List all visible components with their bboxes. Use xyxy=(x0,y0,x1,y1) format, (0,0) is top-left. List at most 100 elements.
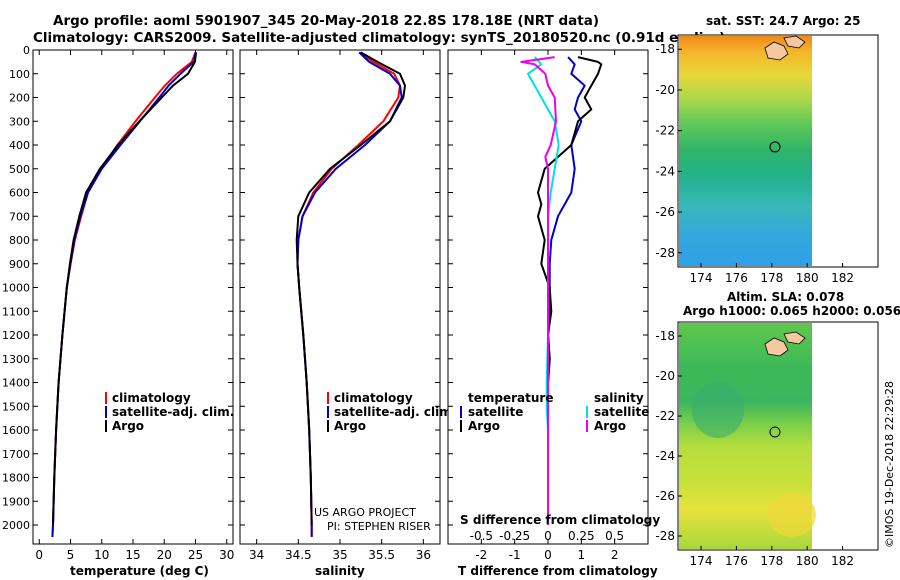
depth-tick-label: 400 xyxy=(9,139,30,152)
legend-label-satellite-adj: satellite-adj. clim. xyxy=(112,405,234,419)
sla-map-title: Altim. SLA: 0.078 xyxy=(727,290,844,304)
lat-tick-label: -22 xyxy=(655,409,675,423)
difference-depth-ticks xyxy=(448,49,648,526)
s-difference-tick-label: 0.5 xyxy=(605,529,624,543)
difference-legend: temperature satellite Argo salinity sate… xyxy=(460,391,649,433)
s-difference-tick-label: -0.5 xyxy=(470,529,493,543)
depth-tick-label: 600 xyxy=(9,187,30,200)
depth-tick-label: 1700 xyxy=(2,448,30,461)
x-tick-label: 10 xyxy=(94,548,109,562)
legend-label-sal-satellite: satellite xyxy=(594,405,649,419)
series-line-salinity-argo xyxy=(520,56,557,525)
lon-tick-label: 174 xyxy=(690,271,713,285)
depth-tick-label: 500 xyxy=(9,163,30,176)
x-tick-label: 1 xyxy=(578,548,586,562)
salinity-profile-lines xyxy=(295,51,406,537)
series-line-argo xyxy=(52,52,198,526)
figure-title-line2: Climatology: CARS2009. Satellite-adjuste… xyxy=(33,30,725,46)
x-tick-label: 0 xyxy=(544,548,552,562)
sla-map-lat-ticks: -18 -20 -22 -24 -26 -28 xyxy=(655,329,682,543)
temperature-axis-label: temperature (deg C) xyxy=(70,564,209,578)
legend-label-satellite-adj: satellite-adj. clim. xyxy=(334,405,456,419)
lat-tick-label: -20 xyxy=(655,83,675,97)
depth-tick-label: 900 xyxy=(9,258,30,271)
lat-tick-label: -26 xyxy=(655,489,675,503)
series-line-argo xyxy=(295,51,406,526)
depth-tick-label: 1500 xyxy=(2,400,30,413)
sla-map-panel: Altim. SLA: 0.078 Argo h1000: 0.065 h200… xyxy=(655,290,900,568)
depth-tick-label: 1100 xyxy=(2,305,30,318)
sst-map-panel: sat. SST: 24.7 Argo: 25 174 176 178 180 182 … xyxy=(655,14,879,285)
x-tick-label: 15 xyxy=(125,548,140,562)
sst-map-fiji-land xyxy=(764,35,806,61)
timestamp-label: ©IMOS 19-Dec-2018 22:29:28 xyxy=(883,381,896,548)
legend-label-argo: Argo xyxy=(334,419,366,433)
sst-map-field xyxy=(679,36,812,266)
s-difference-axis-label: S difference from climatology xyxy=(460,513,660,527)
x-tick-label: 0 xyxy=(35,548,43,562)
sla-map-subtitle: Argo h1000: 0.065 h2000: 0.056 xyxy=(683,304,900,318)
sst-map-argo-marker xyxy=(769,141,781,153)
s-difference-tick-label: 0 xyxy=(544,529,552,543)
salinity-panel: 34 34.5 35 35.5 36 salinity climatology sate… xyxy=(239,49,456,578)
depth-axis-ticks: 0 100 200 300 400 500 600 700 800 900 1000 1100 1200… xyxy=(2,44,233,532)
x-tick-label: 34.5 xyxy=(285,548,312,562)
x-tick-label: 34 xyxy=(249,548,264,562)
salinity-legend: climatology satellite-adj. clim. Argo xyxy=(327,391,456,433)
x-tick-label: 2 xyxy=(611,548,619,562)
lon-tick-label: 182 xyxy=(831,271,854,285)
lat-tick-label: -18 xyxy=(655,329,675,343)
x-tick-label: 35 xyxy=(332,548,347,562)
sla-map-low-region xyxy=(692,382,744,438)
lat-tick-label: -28 xyxy=(655,529,675,543)
difference-panel: -2 -1 0 1 2 -0.5 -0.25 0 0.25 0.5 T difference f… xyxy=(447,49,660,578)
legend-label-temp-satellite: satellite xyxy=(468,405,523,419)
lat-tick-label: -26 xyxy=(655,205,675,219)
depth-tick-label: 800 xyxy=(9,234,30,247)
t-difference-axis-label: T difference from climatology xyxy=(458,564,658,578)
legend-label-climatology: climatology xyxy=(112,391,191,405)
salinity-depth-ticks xyxy=(240,49,440,526)
project-label: US ARGO PROJECT xyxy=(314,506,416,519)
s-difference-tick-label: -0.25 xyxy=(499,529,530,543)
depth-tick-label: 700 xyxy=(9,210,30,223)
depth-tick-label: 1400 xyxy=(2,377,30,390)
x-tick-label: 25 xyxy=(188,548,203,562)
depth-tick-label: 0 xyxy=(23,44,30,57)
sst-map-lat-ticks: -18 -20 -22 -24 -26 -28 xyxy=(655,42,682,260)
temperature-profile-lines xyxy=(51,52,198,537)
salinity-axis-ticks: 34 34.5 35 35.5 36 xyxy=(249,50,431,562)
temperature-legend: climatology satellite-adj. clim. Argo xyxy=(105,391,234,433)
sla-map-argo-marker xyxy=(769,426,781,438)
x-tick-label: -1 xyxy=(509,548,521,562)
lat-tick-label: -28 xyxy=(655,246,675,260)
s-difference-axis-ticks: -0.5 -0.25 0 0.25 0.5 xyxy=(470,529,625,543)
sst-map-lon-ticks: 174 176 178 180 182 xyxy=(690,263,854,285)
legend-label-climatology: climatology xyxy=(334,391,413,405)
salinity-plot-frame xyxy=(239,49,441,545)
difference-profile-lines xyxy=(520,56,603,525)
depth-tick-label: 1000 xyxy=(2,282,30,295)
sla-map-fiji-land xyxy=(764,331,806,357)
figure-title-line1: Argo profile: aoml 5901907_345 20-May-20… xyxy=(53,13,599,29)
lat-tick-label: -22 xyxy=(655,124,675,138)
x-tick-label: 35.5 xyxy=(368,548,395,562)
depth-tick-label: 1600 xyxy=(2,424,30,437)
lon-tick-label: 176 xyxy=(725,271,748,285)
salinity-axis-label: salinity xyxy=(315,564,365,578)
legend-label-temp-argo: Argo xyxy=(468,419,500,433)
sla-map-high-region xyxy=(768,493,816,537)
lon-tick-label: 180 xyxy=(796,554,819,568)
lon-tick-label: 174 xyxy=(690,554,713,568)
legend-label-sal-argo: Argo xyxy=(594,419,626,433)
sla-map-lon-ticks: 174 176 178 180 182 xyxy=(690,546,854,568)
temperature-axis-ticks: 0 5 10 15 20 25 30 xyxy=(35,50,234,562)
lon-tick-label: 178 xyxy=(760,554,783,568)
lon-tick-label: 180 xyxy=(796,271,819,285)
temperature-panel: 0100200300400500600700800900100011001200… xyxy=(2,44,234,578)
s-difference-tick-label: 0.25 xyxy=(568,529,595,543)
legend-title-salinity: salinity xyxy=(594,391,644,405)
t-difference-axis-ticks: -2 -1 0 1 2 xyxy=(475,50,618,562)
x-tick-label: 36 xyxy=(416,548,431,562)
depth-tick-label: 200 xyxy=(9,92,30,105)
